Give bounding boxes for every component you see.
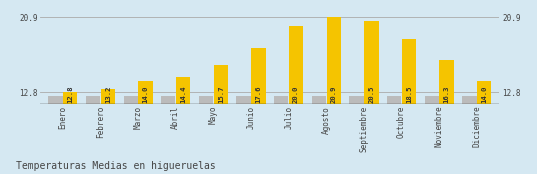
Text: 16.3: 16.3 [444, 85, 449, 103]
Bar [214, 65, 228, 104]
Bar [139, 81, 153, 104]
Bar [364, 21, 379, 104]
Bar [236, 96, 251, 104]
Bar [274, 96, 288, 104]
Text: 18.5: 18.5 [406, 85, 412, 103]
Text: 17.6: 17.6 [256, 85, 262, 103]
Bar [101, 89, 115, 104]
Bar [439, 60, 454, 104]
Bar [124, 96, 138, 104]
Bar [289, 26, 303, 104]
Bar [402, 39, 416, 104]
Bar [462, 96, 476, 104]
Bar [251, 48, 266, 104]
Text: 14.0: 14.0 [142, 85, 149, 103]
Text: 20.0: 20.0 [293, 85, 299, 103]
Text: 13.2: 13.2 [105, 85, 111, 103]
Bar [387, 96, 401, 104]
Bar [63, 92, 77, 104]
Text: 20.9: 20.9 [331, 85, 337, 103]
Bar [48, 96, 63, 104]
Text: 15.7: 15.7 [218, 85, 224, 103]
Bar [161, 96, 176, 104]
Bar [86, 96, 100, 104]
Text: 14.4: 14.4 [180, 85, 186, 103]
Text: 20.5: 20.5 [368, 85, 374, 103]
Bar [477, 81, 491, 104]
Bar [350, 96, 364, 104]
Bar [311, 96, 326, 104]
Bar [199, 96, 213, 104]
Bar [425, 96, 439, 104]
Bar [326, 17, 341, 104]
Text: 12.8: 12.8 [67, 85, 73, 103]
Text: Temperaturas Medias en higueruelas: Temperaturas Medias en higueruelas [16, 161, 216, 171]
Text: 14.0: 14.0 [481, 85, 487, 103]
Bar [176, 77, 190, 104]
